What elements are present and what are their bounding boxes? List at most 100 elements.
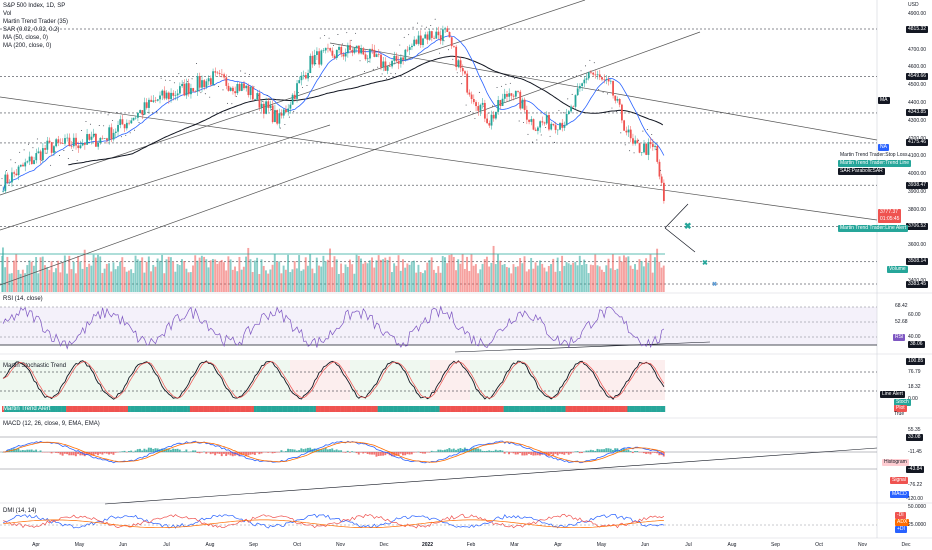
macd-hist-bar (181, 451, 183, 452)
candle-body (327, 47, 329, 49)
rsi-title[interactable]: RSI (14, close) (3, 296, 43, 302)
macd-hist-bar (373, 452, 376, 455)
macd-hist-bar (130, 450, 133, 452)
alert-strip-cell (205, 406, 208, 412)
candle-body (470, 94, 473, 100)
candle-body (523, 99, 526, 110)
volume-bar (280, 273, 283, 292)
volume-bar (125, 271, 128, 292)
macd-hist-bar (455, 449, 457, 452)
candle-body (41, 148, 44, 160)
volume-bar (457, 259, 460, 292)
adx-tag: ADX (895, 519, 910, 526)
rsi-trend-line[interactable] (454, 341, 711, 353)
volume-bar (251, 272, 254, 292)
channel-lower-line[interactable] (0, 31, 701, 286)
stoch-side-tag-2: Plot (894, 405, 907, 412)
alert-strip-cell (108, 406, 111, 412)
dmi-title[interactable]: DMI (14, 14) (3, 508, 37, 514)
legend-sar[interactable]: SAR (0.02, 0.02, 0.2) (3, 27, 60, 33)
arrow-up-projection[interactable] (664, 203, 689, 229)
candle-body (4, 174, 7, 192)
alert-strip-cell (477, 406, 480, 412)
candle-body (554, 125, 557, 130)
volume-bar (550, 264, 552, 292)
stoch-subtitle[interactable]: Martin Trend Alert (3, 406, 51, 412)
sar-dot (474, 118, 476, 119)
volume-bar (145, 261, 148, 292)
candle-body (165, 92, 168, 99)
macd-hist-bar (530, 452, 533, 455)
volume-bar (63, 255, 66, 292)
candle-body (249, 86, 252, 96)
legend-ma200[interactable]: MA (200, close, 0) (3, 43, 52, 49)
candle-body (612, 80, 614, 96)
volume-bar (318, 265, 320, 292)
alert-strip-cell (15, 406, 18, 412)
volume-bar (46, 267, 49, 292)
downtrend-line-upper[interactable] (329, 42, 878, 141)
alert-strip-cell (203, 406, 206, 412)
volume-bar (490, 263, 493, 292)
legend-ma50[interactable]: MA (50, close, 0) (3, 35, 49, 41)
candle-body (37, 151, 40, 154)
stoch-title[interactable]: Martin Stochastic Trend (3, 363, 67, 369)
macd-hist-bar (114, 452, 117, 453)
volume-bar (90, 265, 93, 292)
volume-bar (324, 261, 327, 292)
macd-trend-line[interactable] (104, 447, 878, 505)
alert-strip-cell (19, 406, 23, 412)
price-level-tag: 3383.45 (906, 280, 929, 288)
alert-strip-cell (119, 406, 122, 412)
arrow-down-projection[interactable] (664, 227, 696, 253)
symbol-title[interactable]: S&P 500 Index, 1D, SP (3, 3, 66, 9)
volume-bar (211, 258, 214, 292)
candle-body (499, 100, 502, 106)
alert-strip-cell (267, 406, 270, 412)
alert-strip-cell (260, 406, 263, 412)
projection-arrows[interactable] (664, 203, 696, 253)
macd-hist-bar (386, 452, 389, 454)
price-pane[interactable] (0, 0, 877, 292)
legend-vol[interactable]: Vol (3, 11, 12, 17)
candle-body (108, 127, 111, 141)
price-tick: 4600.00 (908, 64, 927, 71)
alert-strip-cell (174, 406, 177, 412)
sar-dot (425, 26, 427, 28)
volume-bar (94, 257, 97, 292)
ma-support-line[interactable] (0, 124, 331, 231)
macd-hist-bar (421, 452, 424, 454)
volume-bar (547, 265, 550, 292)
trend-lines[interactable] (0, 0, 878, 286)
sar-dot (129, 132, 131, 134)
macd-title[interactable]: MACD (12, 26, close, 9, EMA, EMA) (3, 421, 100, 427)
alert-strip-cell (156, 406, 160, 412)
macd-hist-bar (413, 452, 415, 453)
macd-hist-bar (19, 450, 22, 452)
volume-bar (397, 255, 400, 292)
candle-body (318, 51, 321, 65)
sar-dot (125, 134, 127, 136)
legend-martin-trend[interactable]: Martin Trend Trader (35) (3, 19, 69, 25)
volume-bar (242, 266, 245, 292)
sar-dot (178, 73, 180, 75)
candle-body (640, 152, 643, 153)
candle-body (161, 90, 164, 96)
sar-dot (514, 77, 516, 79)
macd-hist-bar (55, 452, 57, 453)
candle-body (430, 31, 433, 38)
alert-strip-cell (629, 406, 633, 412)
alert-strip-cell (337, 406, 341, 412)
candle-body (428, 31, 431, 40)
candle-body (192, 88, 195, 92)
volume-bar (214, 259, 217, 292)
volume-bar (227, 256, 230, 292)
candle-body (426, 34, 429, 40)
downtrend-line-lower[interactable] (0, 96, 878, 221)
macd-hist-bar (50, 452, 53, 454)
alert-strip-cell (426, 406, 429, 412)
candle-body (110, 127, 113, 140)
volume-bar (589, 264, 592, 292)
candle-body (565, 113, 568, 126)
